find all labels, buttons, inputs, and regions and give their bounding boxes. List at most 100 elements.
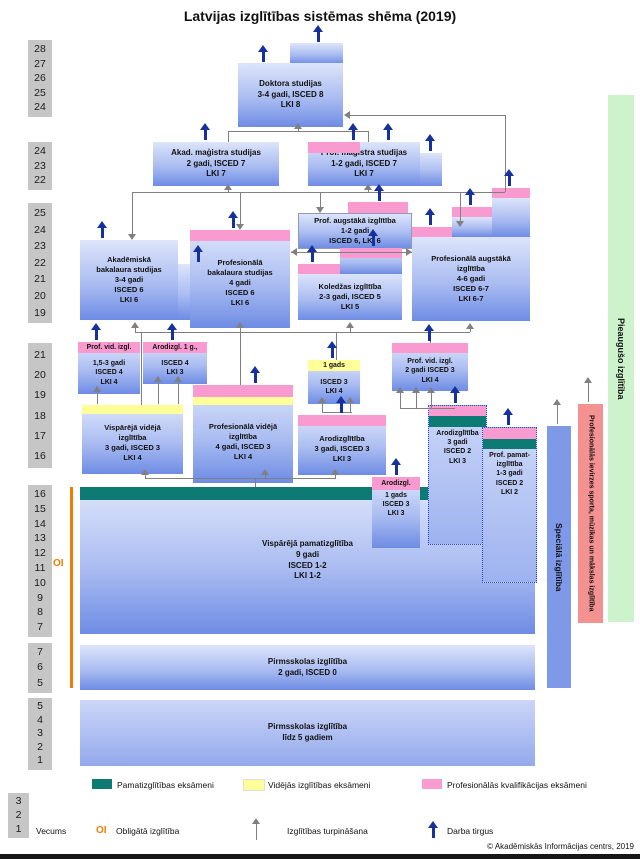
turpinasana-arrow-icon <box>331 469 339 478</box>
turpinasana-arrow-icon <box>174 376 182 404</box>
compulsory-education-line <box>70 487 73 688</box>
box-doktora: Doktora studijas 3-4 gadi, ISCED 8 LKI 8 <box>238 63 343 127</box>
darba-tirgus-arrow-icon <box>250 366 260 383</box>
box-akad-magistra: Akad. maģistra studijas 2 gadi, ISCED 7 … <box>153 142 279 186</box>
box-prof-augstaka-izglitiba: Profesionālā augstākā izglītība 4-6 gadi… <box>412 237 530 321</box>
age-rail-25-19: 25 24 23 22 21 20 19 <box>28 203 52 324</box>
page-title: Latvijas izglītības sistēmas shēma (2019… <box>183 8 457 24</box>
prof-exams-stripe <box>412 227 452 237</box>
box-prof-pamatizglitiba-text: Prof. pamat- izglītība 1-3 gadi ISCED 2 … <box>489 452 530 496</box>
age-rail-24-22: 24 23 22 <box>28 142 52 190</box>
turpinasana-arrow-icon <box>294 123 302 131</box>
turpinasana-arrow-icon <box>131 322 139 332</box>
turpinasana-arrow-icon <box>261 469 269 478</box>
box-prof-augstaka: Prof. augstākā izglītība 1-2 gadi ISCED … <box>298 213 412 249</box>
turpinasana-arrow-icon <box>154 376 162 404</box>
turpinasana-arrow-icon <box>396 387 404 409</box>
box-arodizglitiba-1g-text: ISCED 4 LKI 3 <box>161 359 189 376</box>
legend-compulsory-label: Obligātā izglītība <box>116 826 180 836</box>
box-koledza: Koledžas izglītība 2-3 gadi, ISCED 5 LKI… <box>298 274 402 320</box>
turpinasana-arrow-icon <box>236 322 244 332</box>
copyright-text: © Akadēmiskās Informācijas centrs, 2019 <box>487 842 634 851</box>
legend-basic-exams-label: Pamatizglītības eksāmeni <box>117 780 214 790</box>
darba-tirgus-arrow-icon <box>348 123 358 140</box>
darba-tirgus-arrow-icon <box>391 458 401 475</box>
connector-line <box>460 192 461 219</box>
box-preschool-2y: Pirmsskolas izglītība 2 gadi, ISCED 0 <box>80 645 535 690</box>
legend-oi-mark: OI <box>96 825 107 836</box>
darba-tirgus-arrow-icon <box>504 169 514 186</box>
turpinasana-arrow-icon <box>128 228 136 240</box>
darba-tirgus-arrow-icon <box>91 323 101 340</box>
box-arodizglitiba-dashed-text: Arodizglītība 3 gadi ISCED 2 LKI 3 <box>436 430 479 465</box>
legend-basic-exams-swatch <box>92 779 112 789</box>
turpinasana-arrow-icon <box>93 386 101 404</box>
prof-exams-stripe <box>392 343 468 353</box>
connector-line <box>505 115 506 192</box>
darba-tirgus-arrow-icon <box>374 184 384 201</box>
box-prof-vid-2g: Prof. vid. izgl. 2 gadi ISCED 3 LKI 4 <box>392 343 468 391</box>
darba-tirgus-arrow-icon <box>200 123 210 140</box>
box-preschool-under5: Pirmsskolas izglītība līdz 5 gadiem <box>80 700 535 766</box>
connector-line <box>320 192 321 205</box>
darba-tirgus-arrow-icon <box>307 245 317 262</box>
secondary-exams-stripe <box>193 397 293 405</box>
box-prof-magistra: Prof. maģistra studijas 1-2 gadi, ISCED … <box>308 142 420 186</box>
oi-compulsory-mark: OI <box>53 558 64 569</box>
age-rail-5-1: 5 4 3 2 1 <box>28 698 52 770</box>
age-rail-16-7: 16 15 14 13 12 11 10 9 8 7 <box>28 485 52 637</box>
box-prof-vid-small: Prof. vid. izgl. 1,5-3 gadi ISCED 4 LKI … <box>78 342 140 394</box>
box-arodizglitiba-3g: Arodizglītība 3 gadi, ISCED 3 LKI 3 <box>298 415 386 475</box>
connector-line <box>240 192 241 222</box>
turpinasana-arrow-icon <box>344 111 354 119</box>
turpinasana-arrow-icon <box>456 215 464 227</box>
box-arodizglitiba-1gads: Arodizgl. 1 gads ISCED 3 LKI 3 <box>372 477 420 548</box>
sport-music-art-bar: Profesionālās ievirzes sporta, mūzikas u… <box>578 404 603 623</box>
connector-line <box>255 478 256 487</box>
connector-line <box>141 332 142 405</box>
box-prof-augstaka-izglitiba-text: Profesionālā augstākā izglītība 4-6 gadi… <box>431 254 511 303</box>
box-doktora-text: Doktora studijas 3-4 gadi, ISCED 8 LKI 8 <box>257 79 324 110</box>
connector-line <box>430 332 431 343</box>
prof-exams-stripe <box>492 188 530 198</box>
connector-line <box>291 252 412 253</box>
darba-tirgus-arrow-icon <box>313 25 323 42</box>
prof-exams-stripe <box>429 406 486 416</box>
special-education-bar: Speciālā izglītība <box>547 426 571 688</box>
secondary-exams-stripe <box>82 405 183 414</box>
box-prof-vid-small-header: Prof. vid. izgl. <box>78 342 140 353</box>
box-1-gads-header: 1 gads <box>308 360 360 371</box>
turpinasana-arrow-icon <box>466 323 474 332</box>
darba-tirgus-arrow-icon <box>428 821 438 838</box>
darba-tirgus-arrow-icon <box>465 188 475 205</box>
box-preschool-2y-text: Pirmsskolas izglītība 2 gadi, ISCED 0 <box>267 656 348 677</box>
connector-line <box>350 115 505 116</box>
darba-tirgus-arrow-icon <box>368 229 378 246</box>
connector-line <box>228 131 229 142</box>
darba-tirgus-arrow-icon <box>167 323 177 340</box>
bottom-border-bar <box>0 854 640 859</box>
box-arodizglitiba-1g-header: Arodizgl. 1 g., <box>143 342 207 353</box>
box-arodizglitiba-1gads-header: Arodizgl. <box>372 477 420 490</box>
turpinasana-arrow-icon <box>364 184 372 192</box>
box-profesionala-videja-text: Profesionālā vidējā izglītība 4 gadi, IS… <box>208 422 278 461</box>
connector-line <box>132 192 505 193</box>
prof-exams-stripe <box>298 415 386 426</box>
box-1-gads: 1 gads ISCED 3 LKI 4 <box>308 360 360 404</box>
box-profesionala-videja: Profesionālā vidējā izglītība 4 gadi, IS… <box>193 385 293 483</box>
turpinasana-arrow-icon <box>252 818 260 840</box>
box-prof-bakalaura: Profesionālā bakalaura studijas 4 gadi I… <box>190 230 290 328</box>
darba-tirgus-arrow-icon <box>327 341 337 358</box>
prof-exams-stripe <box>340 248 402 258</box>
turpinasana-arrow-icon <box>346 397 354 412</box>
turpinasana-arrow-icon <box>224 184 232 192</box>
connector-line <box>228 131 368 132</box>
box-prof-augstaka-text: Prof. augstākā izglītība 1-2 gadi ISCED … <box>314 216 396 245</box>
turpinasana-arrow-icon <box>584 377 592 402</box>
box-prof-pamatizglitiba: Prof. pamat- izglītība 1-3 gadi ISCED 2 … <box>482 427 537 583</box>
connector-line <box>368 131 369 142</box>
legend-secondary-exams-label: Vidējās izglītības eksāmeni <box>268 780 371 790</box>
darba-tirgus-arrow-icon <box>228 211 238 228</box>
turpinasana-arrow-icon <box>141 469 149 478</box>
